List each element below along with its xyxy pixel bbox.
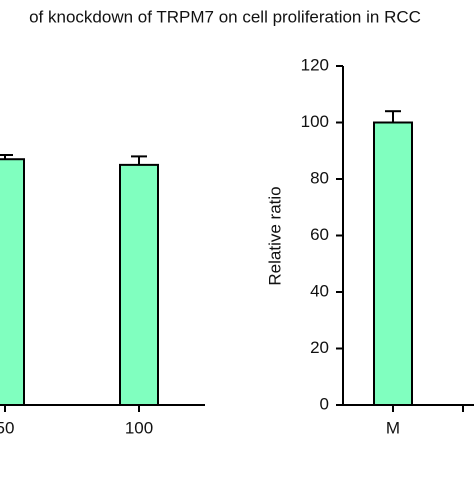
x-tick-label: 50 (0, 418, 14, 437)
y-tick-label: 40 (310, 281, 329, 300)
y-tick-label: 0 (320, 394, 329, 413)
bar (119, 163, 159, 406)
bar (373, 121, 413, 406)
y-tick-label: 60 (310, 225, 329, 244)
x-tick-label: M (386, 418, 400, 437)
chart-title: of knockdown of TRPM7 on cell proliferat… (29, 7, 421, 26)
bar (0, 158, 25, 406)
y-tick-label: 120 (301, 55, 329, 74)
y-axis-label: Relative ratio (265, 186, 284, 285)
x-tick-label: 100 (125, 418, 153, 437)
y-tick-label: 100 (301, 112, 329, 131)
y-tick-label: 20 (310, 338, 329, 357)
y-tick-label: 80 (310, 168, 329, 187)
